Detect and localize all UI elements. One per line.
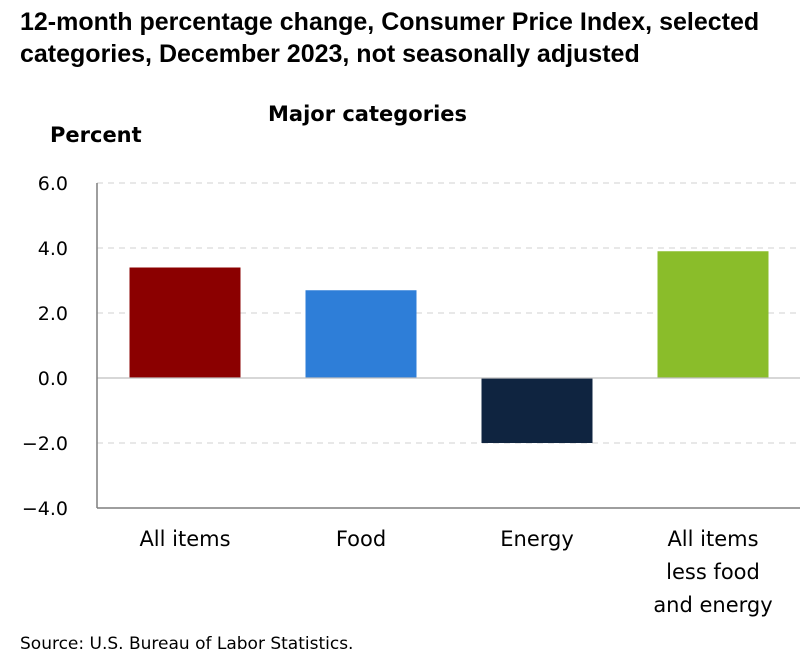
chart-title: 12-month percentage change, Consumer Pri… — [20, 8, 760, 68]
y-axis-label: Percent — [50, 123, 142, 147]
bars — [129, 251, 769, 443]
category-label: Energy — [500, 527, 574, 551]
y-tick-label: 2.0 — [38, 303, 68, 325]
category-label: less food — [666, 560, 760, 584]
category-label: Food — [336, 527, 386, 551]
y-tick-label: 6.0 — [38, 173, 68, 195]
category-label: All items — [667, 527, 758, 551]
bar — [305, 290, 417, 378]
category-label: All items — [139, 527, 230, 551]
bar — [129, 267, 241, 378]
y-tick-label: −2.0 — [22, 433, 68, 455]
source-note: Source: U.S. Bureau of Labor Statistics. — [20, 634, 354, 654]
axes — [96, 183, 800, 509]
chart-subtitle: Major categories — [268, 102, 468, 126]
category-labels: All items Food Energy All items less food and… — [139, 527, 772, 617]
bar — [657, 251, 769, 378]
y-tick-label: 0.0 — [38, 368, 68, 390]
y-tick-labels: −4.0 −2.0 0.0 2.0 4.0 6.0 — [22, 173, 68, 520]
bar — [481, 378, 593, 443]
y-tick-label: 4.0 — [38, 238, 68, 260]
category-label: and energy — [653, 593, 772, 617]
y-tick-label: −4.0 — [22, 498, 68, 520]
